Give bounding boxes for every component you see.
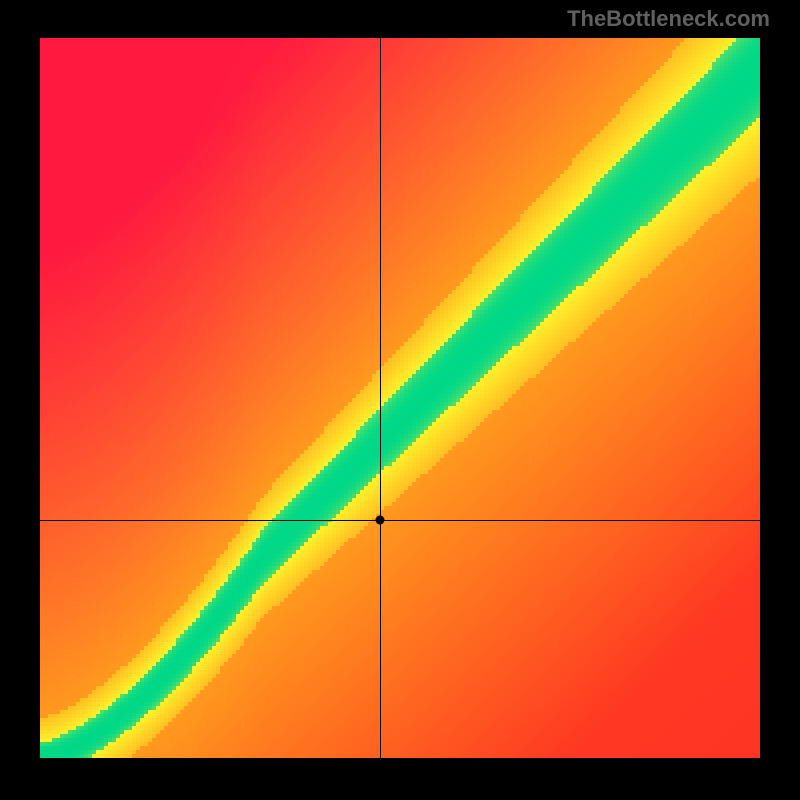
plot-area xyxy=(40,38,760,758)
crosshair-vertical xyxy=(380,38,381,758)
chart-container: TheBottleneck.com xyxy=(0,0,800,800)
watermark-text: TheBottleneck.com xyxy=(567,6,770,32)
heatmap-canvas xyxy=(40,38,760,758)
marker-point xyxy=(375,516,384,525)
crosshair-horizontal xyxy=(40,520,760,521)
